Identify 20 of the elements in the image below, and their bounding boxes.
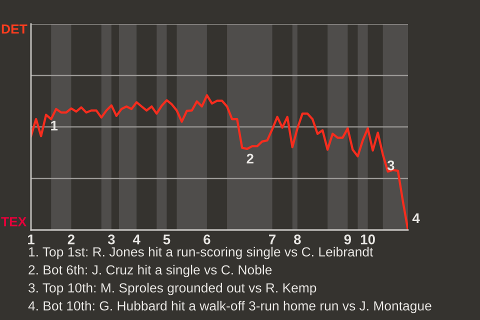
x-tick-label: 2 [68,234,75,244]
text: 3. Top 10th: M. Sproles grounded out vs R. Kemp [28,282,316,296]
x-tick-label: 10 [360,234,375,244]
x-tick-label: 4 [132,234,140,244]
text: 4. Bot 10th: G. Hubbard hit a walk-off 3-run home run vs J. Montague [28,300,432,314]
text: 4 [412,213,420,223]
text: 1. Top 1st: R. Jones hit a run-scoring single vs C. Leibrandt [29,246,374,260]
text: TEX [1,217,27,226]
x-tick-label: 7 [269,234,276,244]
x-tick-label: 6 [204,234,210,244]
x-tick-label: 1 [28,234,34,244]
annotation: 3 [387,160,394,170]
x-tick-label: 9 [344,234,352,244]
annotation: 1 [51,120,58,130]
annotation: 2 [246,154,254,164]
text: 2. Bot 6th: J. Cruz hit a single vs C. Noble [28,264,272,278]
x-tick-label: 3 [108,234,115,244]
x-tick-label: 8 [294,234,301,244]
x-tick-label: 5 [163,234,170,244]
text: DET [2,24,28,34]
